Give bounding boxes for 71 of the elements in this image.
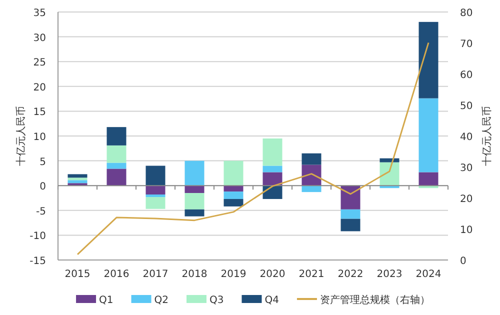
legend-label: 资产管理总规模（右轴） xyxy=(320,294,430,306)
y-tick-label: 5 xyxy=(40,156,46,168)
y-tick-label: -15 xyxy=(30,256,46,267)
bar xyxy=(262,166,282,172)
bar xyxy=(184,193,204,210)
bar xyxy=(262,172,282,186)
legend-label: Q3 xyxy=(210,295,224,306)
bar xyxy=(106,162,126,169)
bar xyxy=(302,186,322,192)
x-tick-label: 2019 xyxy=(220,269,246,280)
y-tick-label: -10 xyxy=(30,231,46,242)
y-tick-label: 30 xyxy=(33,32,46,44)
bar xyxy=(146,194,166,198)
y-tick-label: 35 xyxy=(33,8,46,19)
y2-tick-label: 80 xyxy=(460,8,473,19)
y-tick-label: -5 xyxy=(36,206,46,218)
bar xyxy=(262,186,282,199)
x-tick-label: 2015 xyxy=(64,269,90,280)
x-tick-label: 2022 xyxy=(338,269,364,280)
bar xyxy=(184,209,204,216)
y-tick-label: 20 xyxy=(33,82,46,94)
bar xyxy=(302,153,322,165)
bar xyxy=(418,98,438,172)
bar xyxy=(106,145,126,163)
bar xyxy=(184,186,204,194)
bar xyxy=(68,180,88,184)
bar xyxy=(184,160,204,186)
y-tick-label: 15 xyxy=(33,107,46,118)
x-tick-label: 2018 xyxy=(182,269,208,280)
bar xyxy=(224,186,244,192)
y2-tick-label: 60 xyxy=(460,70,473,81)
bar xyxy=(380,162,400,186)
legend-label: Q4 xyxy=(264,295,279,306)
y2-tick-label: 10 xyxy=(460,225,473,236)
line-series xyxy=(76,42,430,256)
bar xyxy=(68,174,88,178)
bar xyxy=(106,127,126,146)
bar xyxy=(340,209,360,219)
bar xyxy=(224,198,244,206)
bar xyxy=(224,192,244,199)
x-tick-label: 2016 xyxy=(104,269,130,280)
y2-tick-label: 20 xyxy=(460,194,473,205)
x-tick-label: 2021 xyxy=(298,269,324,280)
y2-tick-label: 50 xyxy=(460,101,473,112)
bar xyxy=(146,166,166,186)
bar xyxy=(146,186,166,195)
bar xyxy=(224,160,244,186)
y-tick-label: 10 xyxy=(33,132,46,143)
y-tick-label: 25 xyxy=(33,58,46,69)
y2-axis-title: 十亿元人民币 xyxy=(481,106,493,166)
y2-tick-label: 0 xyxy=(460,256,466,267)
bar xyxy=(262,138,282,166)
bar xyxy=(380,158,400,162)
legend-label: Q1 xyxy=(99,295,114,306)
legend-label: Q2 xyxy=(154,295,168,306)
y2-tick-label: 30 xyxy=(460,163,473,174)
y2-tick-label: 40 xyxy=(460,132,473,143)
y-axis-title: 十亿元人民币 xyxy=(15,106,27,166)
bar xyxy=(418,22,438,98)
y-tick-label: 0 xyxy=(40,182,46,193)
bar xyxy=(340,186,360,210)
bar xyxy=(340,218,360,232)
y2-tick-label: 70 xyxy=(460,39,473,50)
x-tick-label: 2023 xyxy=(376,269,402,280)
bar xyxy=(106,168,126,186)
bar xyxy=(146,197,166,209)
x-tick-label: 2017 xyxy=(142,269,168,280)
x-tick-label: 2020 xyxy=(260,269,286,280)
x-tick-label: 2024 xyxy=(416,269,442,280)
bar xyxy=(68,178,88,180)
bar xyxy=(418,172,438,186)
